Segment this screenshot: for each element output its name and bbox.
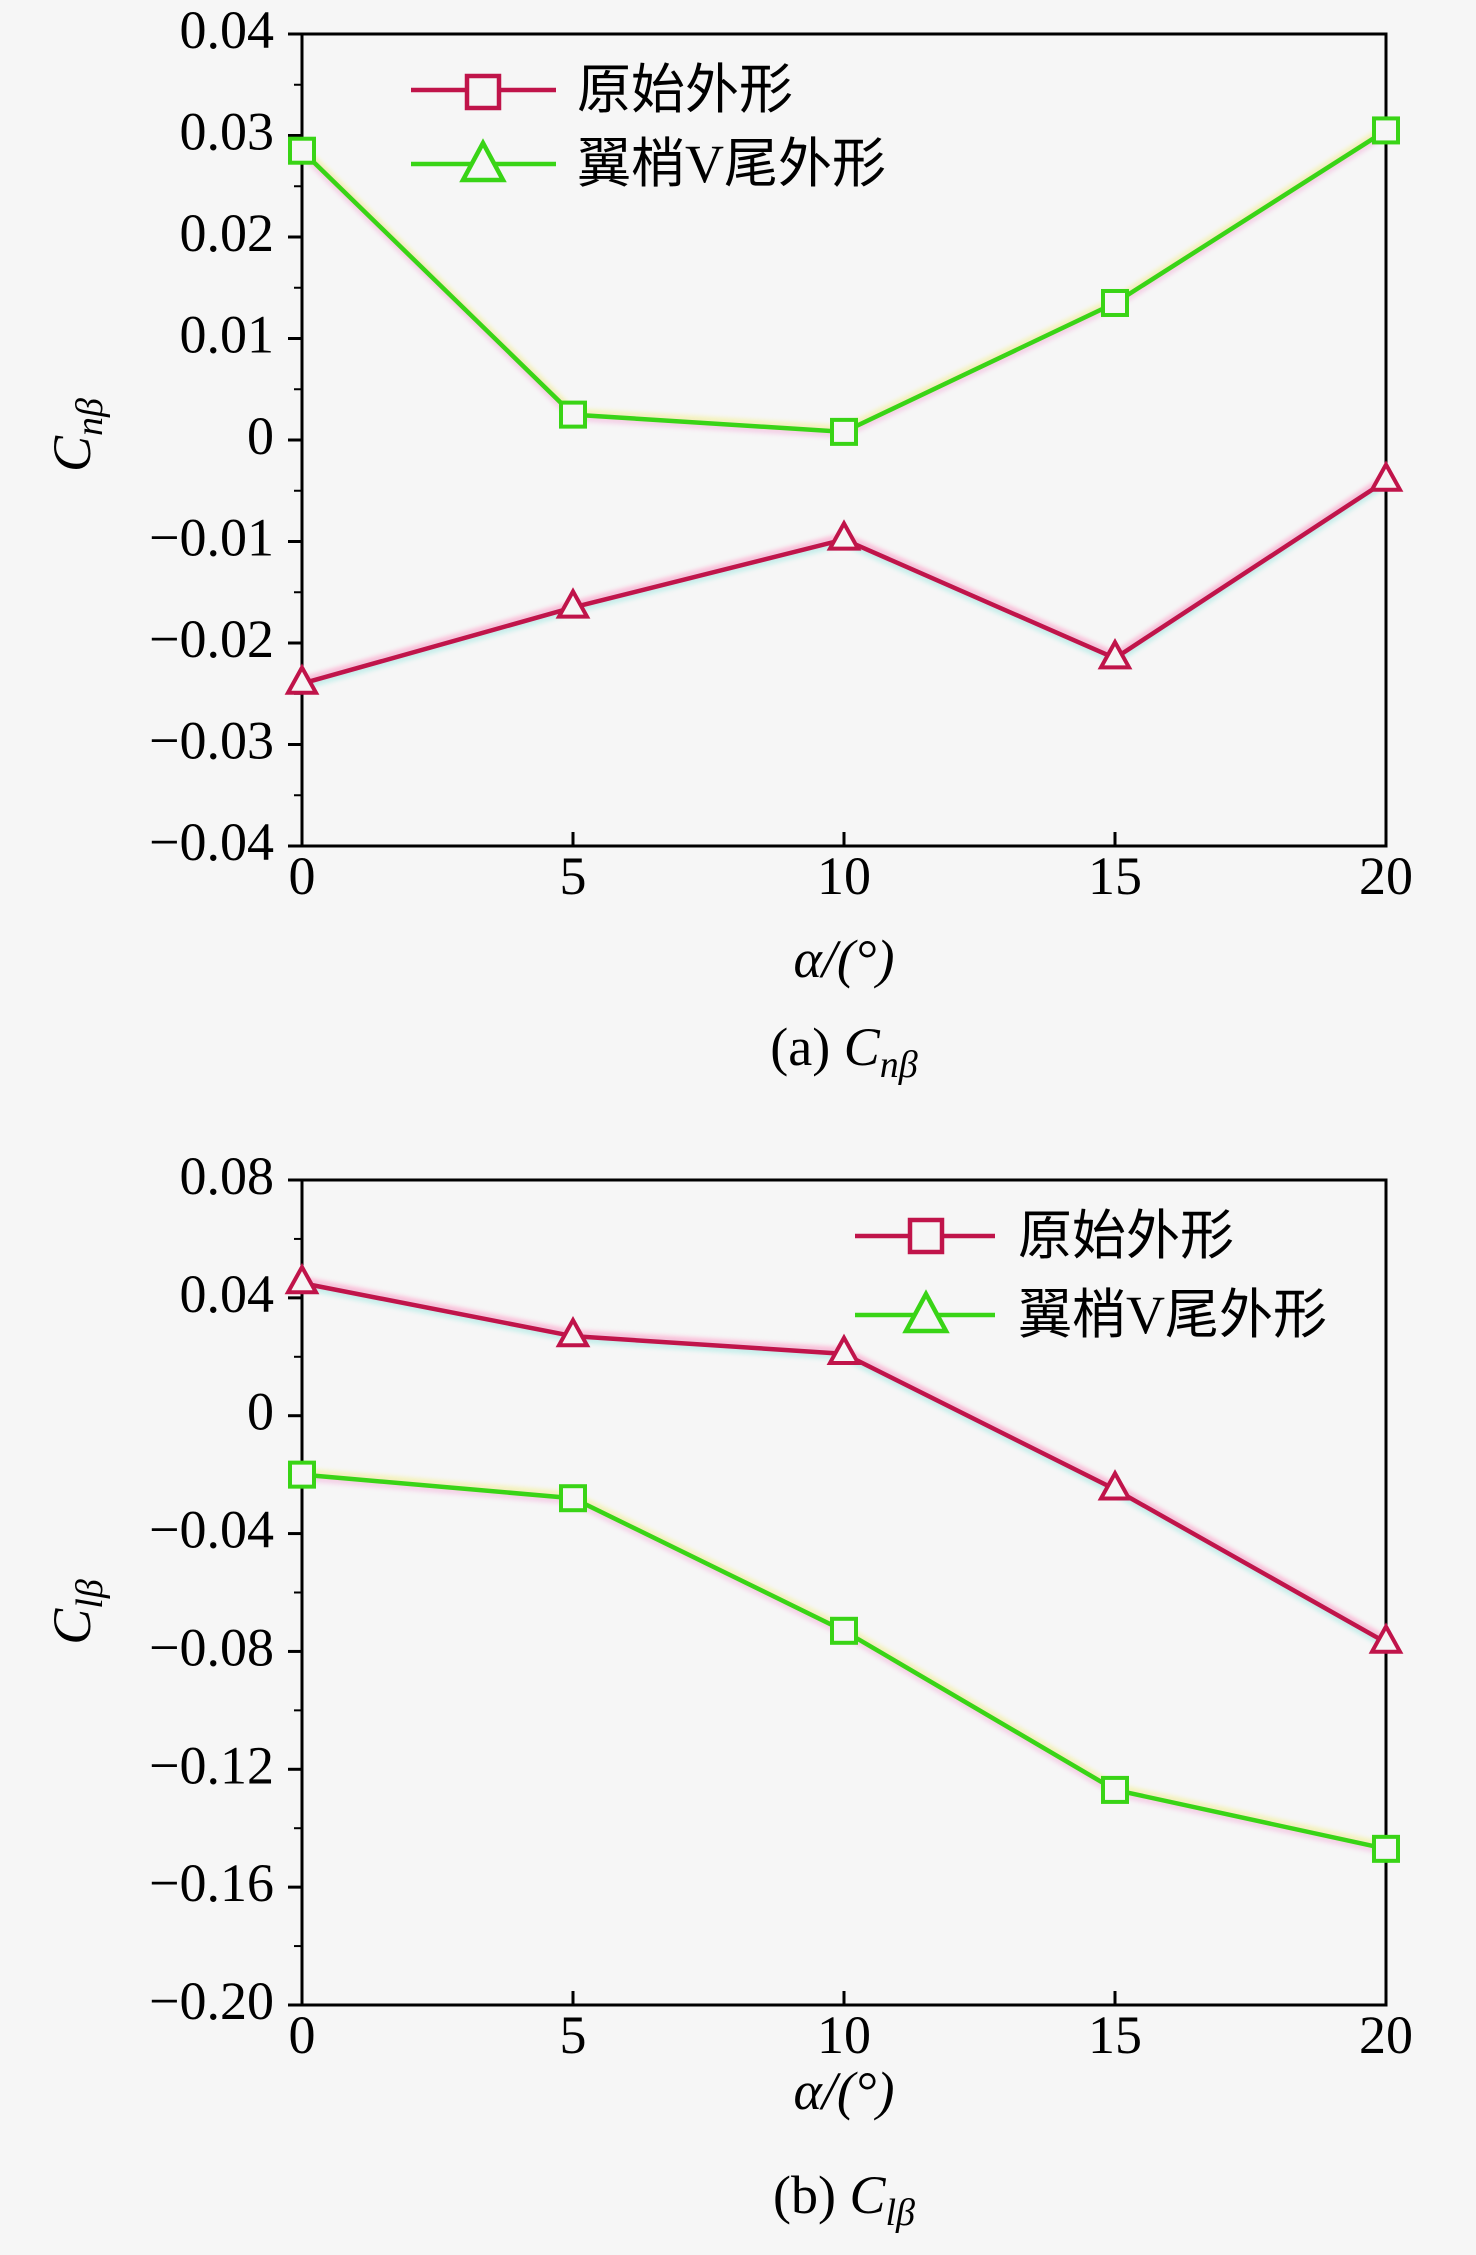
svg-text:20: 20: [1359, 846, 1413, 906]
svg-text:翼梢V尾外形: 翼梢V尾外形: [1018, 1285, 1327, 1345]
svg-text:0: 0: [247, 1382, 274, 1442]
svg-text:翼梢V尾外形: 翼梢V尾外形: [577, 134, 886, 194]
svg-text:0: 0: [289, 846, 316, 906]
svg-text:0.01: 0.01: [180, 305, 275, 365]
svg-text:原始外形: 原始外形: [577, 60, 793, 120]
svg-text:10: 10: [817, 2005, 871, 2065]
svg-text:10: 10: [817, 846, 871, 906]
svg-text:原始外形: 原始外形: [1018, 1206, 1234, 1266]
svg-text:0: 0: [289, 2005, 316, 2065]
svg-text:−0.04: −0.04: [149, 1500, 274, 1560]
svg-text:15: 15: [1088, 846, 1142, 906]
svg-text:0.04: 0.04: [180, 1264, 275, 1324]
svg-text:0.02: 0.02: [180, 203, 275, 263]
svg-text:0.08: 0.08: [180, 1146, 275, 1206]
svg-text:−0.02: −0.02: [149, 609, 274, 669]
svg-text:α/(°): α/(°): [794, 2061, 895, 2121]
svg-text:α/(°): α/(°): [794, 929, 895, 989]
svg-text:−0.08: −0.08: [149, 1617, 274, 1677]
svg-text:−0.16: −0.16: [149, 1853, 274, 1913]
svg-text:−0.20: −0.20: [149, 1971, 274, 2031]
svg-text:−0.01: −0.01: [149, 508, 274, 568]
svg-text:0: 0: [247, 406, 274, 466]
svg-text:−0.04: −0.04: [149, 812, 274, 872]
svg-text:−0.03: −0.03: [149, 711, 274, 771]
svg-text:5: 5: [560, 846, 587, 906]
svg-text:15: 15: [1088, 2005, 1142, 2065]
svg-text:0.03: 0.03: [180, 102, 275, 162]
svg-text:−0.12: −0.12: [149, 1735, 274, 1795]
svg-text:0.04: 0.04: [180, 0, 275, 60]
svg-text:5: 5: [560, 2005, 587, 2065]
svg-text:20: 20: [1359, 2005, 1413, 2065]
